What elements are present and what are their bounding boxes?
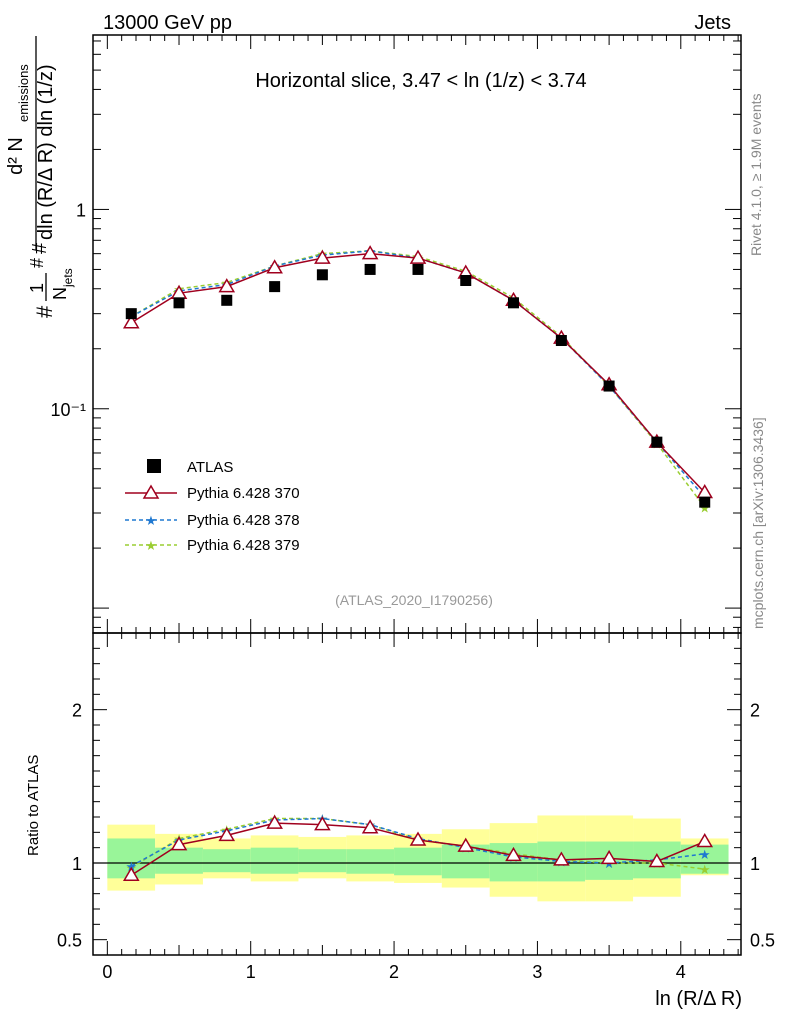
series-1-ratio-point: ★: [125, 859, 137, 874]
svg-text:#: #: [32, 305, 57, 318]
ratio-band-inner: [155, 847, 203, 874]
series-0-main-line: [130, 252, 706, 494]
legend-379-marker: ★: [145, 538, 157, 553]
ratio-band-inner: [394, 847, 442, 876]
ratio-band-inner: [298, 849, 347, 873]
atlas-data-point: [699, 496, 711, 508]
series-0-main-point: [314, 249, 331, 264]
legend-379-label: Pythia 6.428 379: [187, 537, 300, 554]
ratio-plot-frame: [92, 632, 742, 956]
atlas-data-point: [412, 263, 424, 275]
svg-text:emissions: emissions: [16, 64, 31, 122]
y-tick-label-main: 10⁻¹: [50, 400, 86, 420]
series-0-ratio-point: [122, 866, 140, 882]
svg-text:d² N: d² N: [5, 137, 27, 175]
x-tick-label: 2: [389, 962, 399, 982]
y-tick-label-ratio-left: 2: [72, 701, 82, 721]
ratio-series-group: ★★★★★★★★★★★★★★★★★★★★★★★★★★: [122, 812, 714, 882]
main-series-group: ★★★★★★★★★★★★★★★★★★★★★★★★★★: [122, 244, 714, 515]
mcplots-label: mcplots.cern.ch [arXiv:1306.3436]: [750, 417, 766, 629]
ratio-y-axis-label: Ratio to ATLAS: [25, 755, 42, 856]
rivet-label: Rivet 4.1.0, ≥ 1.9M events: [748, 93, 764, 256]
y-tick-label-main: 1: [76, 200, 86, 220]
atlas-data-point: [507, 297, 519, 309]
atlas-data-point: [125, 308, 137, 320]
x-tick-label: 4: [676, 962, 686, 982]
header-right-title: Jets: [694, 12, 731, 34]
series-0-ratio-point: [457, 837, 475, 852]
series-0-ratio-point: [266, 814, 283, 829]
ratio-band-inner: [346, 849, 395, 874]
series-2-ratio-point: ★: [699, 862, 711, 877]
atlas-data-point: [269, 281, 281, 293]
atlas-data-point: [316, 269, 328, 281]
legend-atlas-label: ATLAS: [187, 459, 233, 476]
x-tick-label: 0: [102, 962, 112, 982]
series-0-ratio-point: [553, 851, 570, 866]
tick-labels: 0 1 2 3 4 1 10⁻¹ 2 2 1 1 0.5 0.5: [50, 200, 775, 982]
atlas-data-point: [603, 380, 615, 392]
legend-370-marker: [142, 484, 160, 499]
legend: ATLAS Pythia 6.428 370 ★ Pythia 6.428 37…: [125, 459, 300, 554]
legend-378-marker: ★: [145, 513, 157, 528]
series-0-ratio-point: [314, 816, 331, 831]
series-0-main-point: [122, 314, 140, 329]
series-0-main-point: [409, 249, 427, 264]
atlas-data-point: [364, 263, 376, 275]
main-y-axis-label: # 1 N jets # d² N emissions # dln (R/Δ R…: [5, 36, 75, 318]
x-axis-label: ln (R/Δ R): [655, 988, 742, 1010]
legend-370-label: Pythia 6.428 370: [187, 485, 300, 502]
series-0-ratio-point: [170, 836, 188, 851]
chart-title: Horizontal slice, 3.47 < ln (1/z) < 3.74: [255, 70, 586, 92]
series-0-main-point: [266, 259, 283, 274]
svg-text:dln (R/Δ R) dln (1/z): dln (R/Δ R) dln (1/z): [35, 64, 57, 240]
series-0-ratio-point: [600, 849, 618, 865]
svg-text:N: N: [50, 287, 70, 300]
legend-378-label: Pythia 6.428 378: [187, 512, 300, 529]
analysis-label: (ATLAS_2020_I1790256): [335, 592, 493, 608]
header-left-title: 13000 GeV pp: [103, 12, 232, 34]
series-0-ratio-point: [218, 826, 236, 842]
series-2-main-point: ★: [699, 500, 711, 515]
atlas-data-point: [173, 297, 185, 309]
ratio-band-inner: [202, 849, 251, 873]
atlas-data-point: [221, 294, 233, 306]
series-0-main-point: [361, 245, 379, 260]
series-0-ratio-point: [696, 833, 714, 848]
x-tick-label: 1: [246, 962, 256, 982]
atlas-data-point: [555, 335, 567, 347]
atlas-data-point: [460, 275, 472, 287]
atlas-data-point: [651, 436, 663, 448]
svg-text:#: #: [29, 242, 51, 254]
series-0-ratio-point: [505, 846, 522, 862]
y-tick-label-ratio-left: 0.5: [57, 931, 82, 951]
svg-text:#: #: [27, 258, 47, 268]
y-tick-label-ratio-right: 2: [750, 701, 760, 721]
series-1-ratio-point: ★: [699, 847, 711, 862]
series-0-ratio-point: [361, 819, 379, 834]
y-tick-label-ratio-right: 1: [750, 854, 760, 874]
ratio-band-inner: [250, 847, 299, 874]
svg-text:jets: jets: [61, 268, 75, 288]
y-tick-label-ratio-right: 0.5: [750, 931, 775, 951]
ratio-uncertainty-bands: [93, 815, 741, 902]
series-0-main-point: [218, 278, 236, 293]
svg-text:1: 1: [27, 283, 47, 293]
x-tick-label: 3: [532, 962, 542, 982]
axes-ticks: [93, 35, 741, 956]
series-0-ratio-point: [409, 831, 427, 846]
legend-atlas-marker: [147, 459, 161, 473]
y-tick-label-ratio-left: 1: [72, 854, 82, 874]
series-0-ratio-point: [648, 852, 666, 868]
